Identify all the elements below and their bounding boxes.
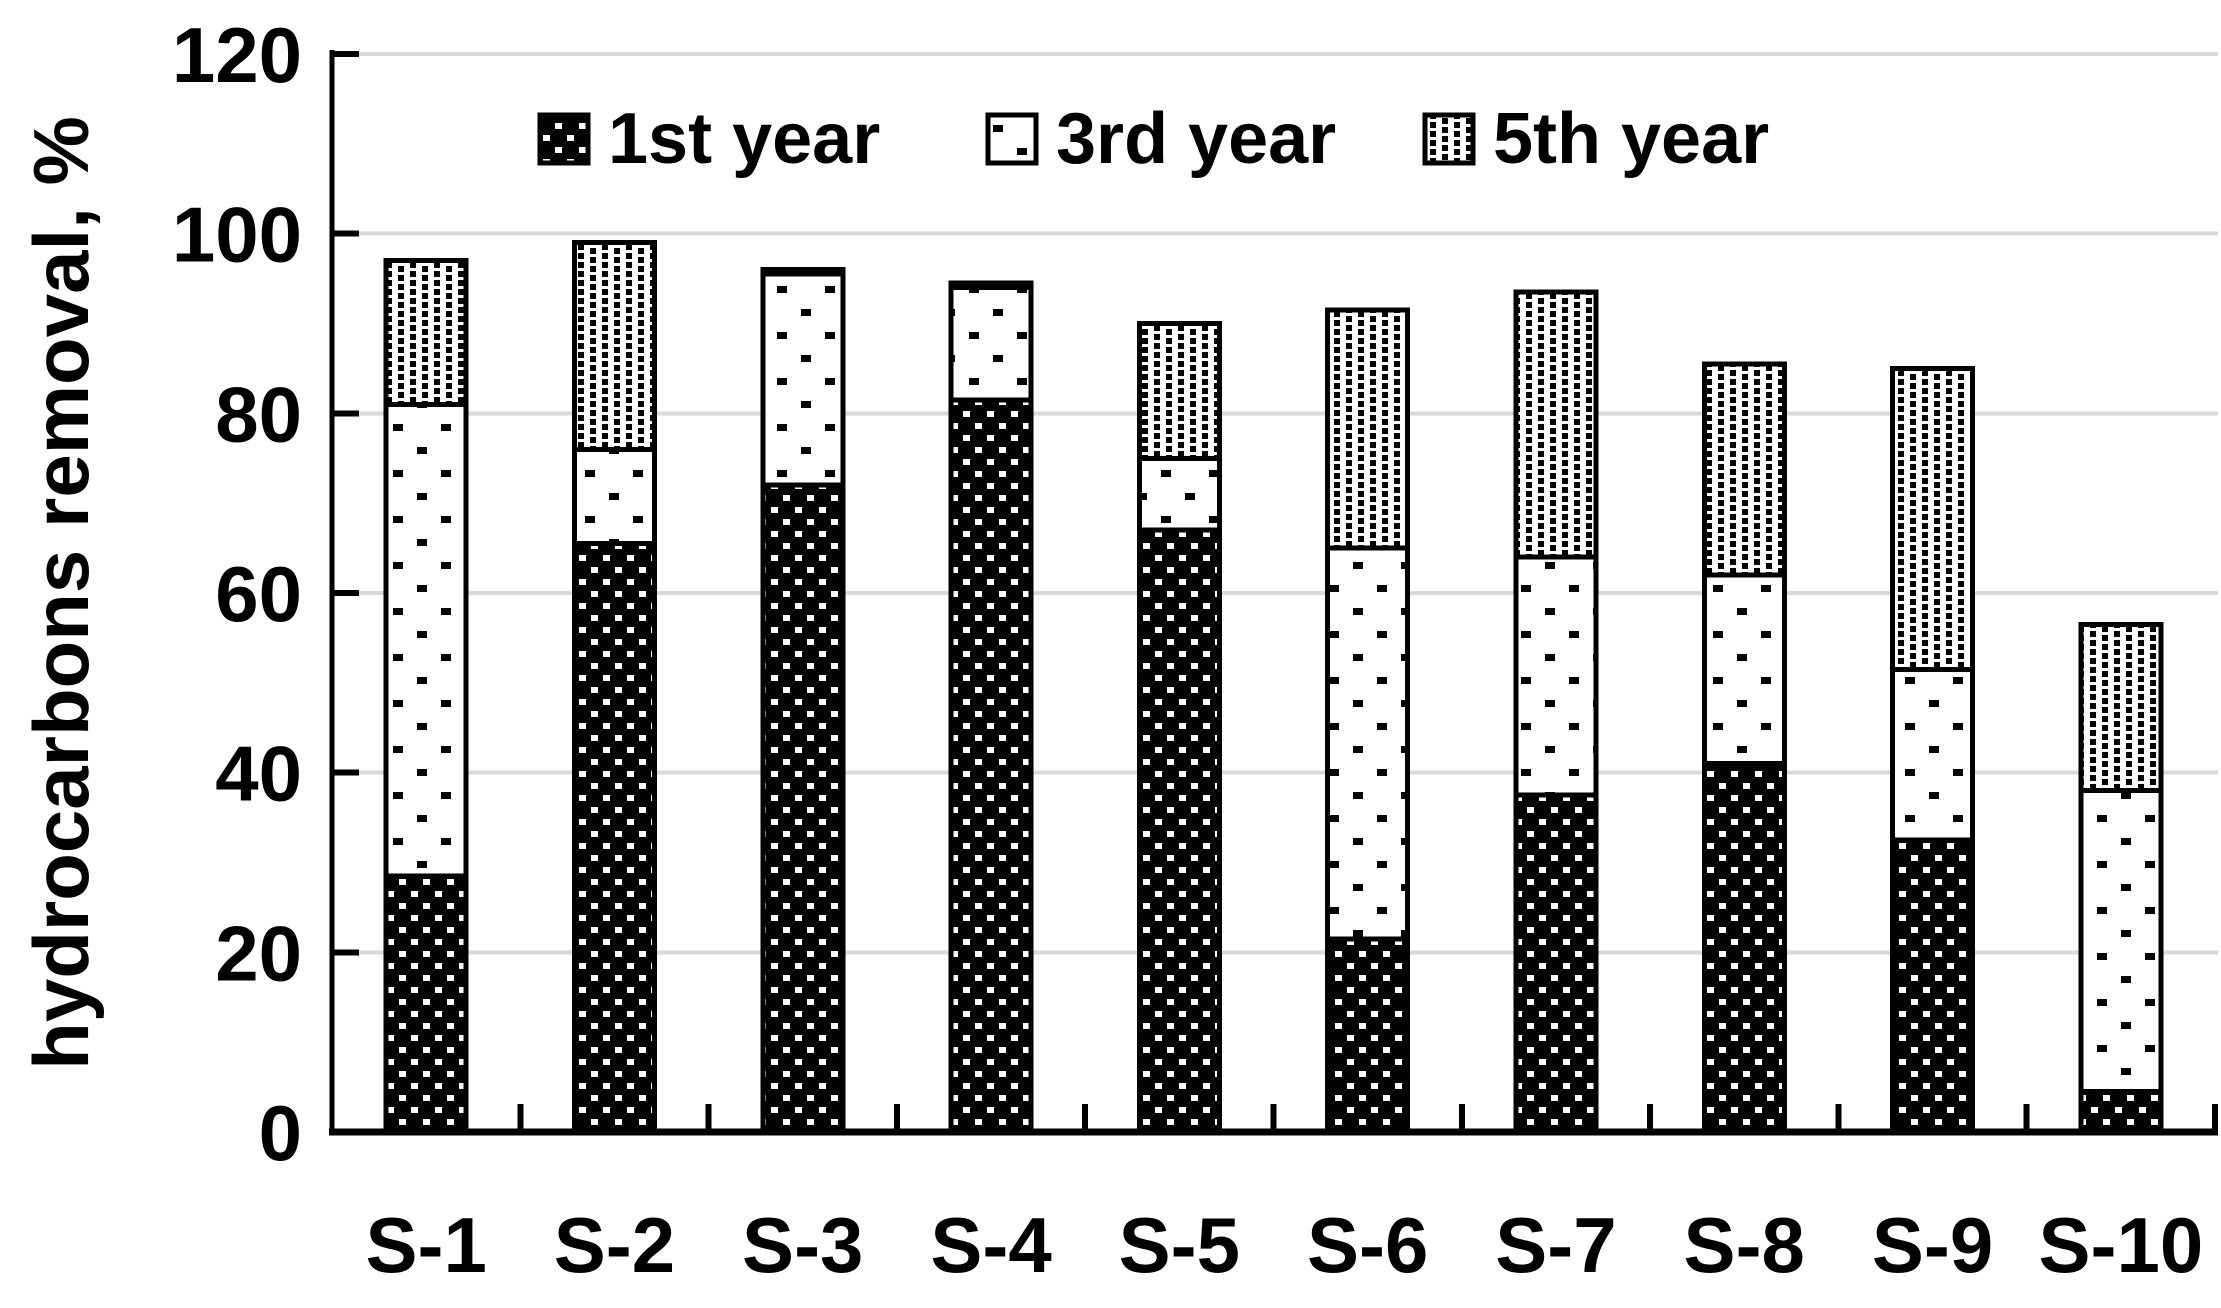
y-tick-label: 80 [215,370,302,458]
bar-segment-S-6-1st-year [1325,936,1411,1135]
x-category-label: S-5 [1119,1201,1240,1289]
bar-segment-S-4-5th-year [948,280,1034,291]
bar-segment-S-8-1st-year [1701,761,1787,1135]
bar-segment-S-2-3rd-year [571,446,657,547]
bar-segment-S-9-3rd-year [1890,666,1976,843]
bar-segment-S-7-1st-year [1513,792,1599,1135]
bar-segment-S-5-1st-year [1136,527,1222,1135]
x-category-label: S-10 [2038,1201,2203,1289]
bar-segment-S-4-1st-year [948,397,1034,1135]
x-category-label: S-8 [1684,1201,1805,1289]
legend-label: 3rd year [1056,99,1336,179]
bar-segment-S-5-5th-year [1136,321,1222,461]
bar-segment-S-4-3rd-year [948,285,1034,403]
legend-label: 1st year [608,99,880,179]
bar-segment-S-10-3rd-year [2078,788,2164,1095]
legend-swatch-white-with-sparse-black-dots-icon [985,112,1039,166]
y-tick-label: 20 [215,909,302,997]
bar-segment-S-2-1st-year [571,541,657,1135]
x-category-label: S-6 [1307,1201,1428,1289]
y-tick-label: 120 [172,11,302,99]
bar-segment-S-2-5th-year [571,240,657,452]
bar-segment-S-1-1st-year [383,873,469,1135]
bar-segment-S-3-3rd-year [760,271,846,488]
y-tick-label: 60 [215,550,302,638]
x-category-label: S-9 [1872,1201,1993,1289]
x-category-label: S-7 [1495,1201,1616,1289]
bar-segment-S-10-1st-year [2078,1089,2164,1135]
bar-segment-S-8-5th-year [1701,361,1787,578]
y-tick-label: 40 [215,730,302,818]
legend-swatch-black-with-white-dots-icon [537,112,591,166]
x-category-label: S-3 [742,1201,863,1289]
bar-segment-S-1-3rd-year [383,401,469,879]
y-axis-title: hydrocarbons removal, % [17,116,105,1070]
bar-segment-S-9-1st-year [1890,837,1976,1135]
bar-segment-S-6-5th-year [1325,307,1411,551]
bar-segment-S-7-3rd-year [1513,554,1599,798]
x-category-label: S-4 [930,1201,1051,1289]
bar-segment-S-1-5th-year [383,258,469,407]
y-tick-label: 100 [172,191,302,279]
legend-label: 5th year [1493,99,1769,179]
bar-segment-S-7-5th-year [1513,289,1599,560]
legend: 1st year 3rd year 5th year [537,99,1769,179]
bar-segment-S-3-5th-year [760,267,846,277]
bar-segment-S-3-1st-year [760,482,846,1135]
bar-segment-S-5-3rd-year [1136,455,1222,533]
bars [383,240,2164,1135]
bar-segment-S-9-5th-year [1890,365,1976,672]
axis-labels: 0 20 40 60 80 100 120 S-1 S-2 S-3 S-4 S-5 S-6 S-7 S-8 S… [17,11,2203,1289]
axes [329,50,2218,1136]
x-category-label: S-2 [554,1201,675,1289]
x-category-label: S-1 [365,1201,486,1289]
bar-segment-S-10-5th-year [2078,621,2164,794]
bar-segment-S-6-3rd-year [1325,545,1411,942]
y-tick-label: 0 [259,1089,302,1177]
bar-segment-S-8-3rd-year [1701,572,1787,767]
legend-swatch-white-with-dense-black-dots-icon [1422,112,1476,166]
